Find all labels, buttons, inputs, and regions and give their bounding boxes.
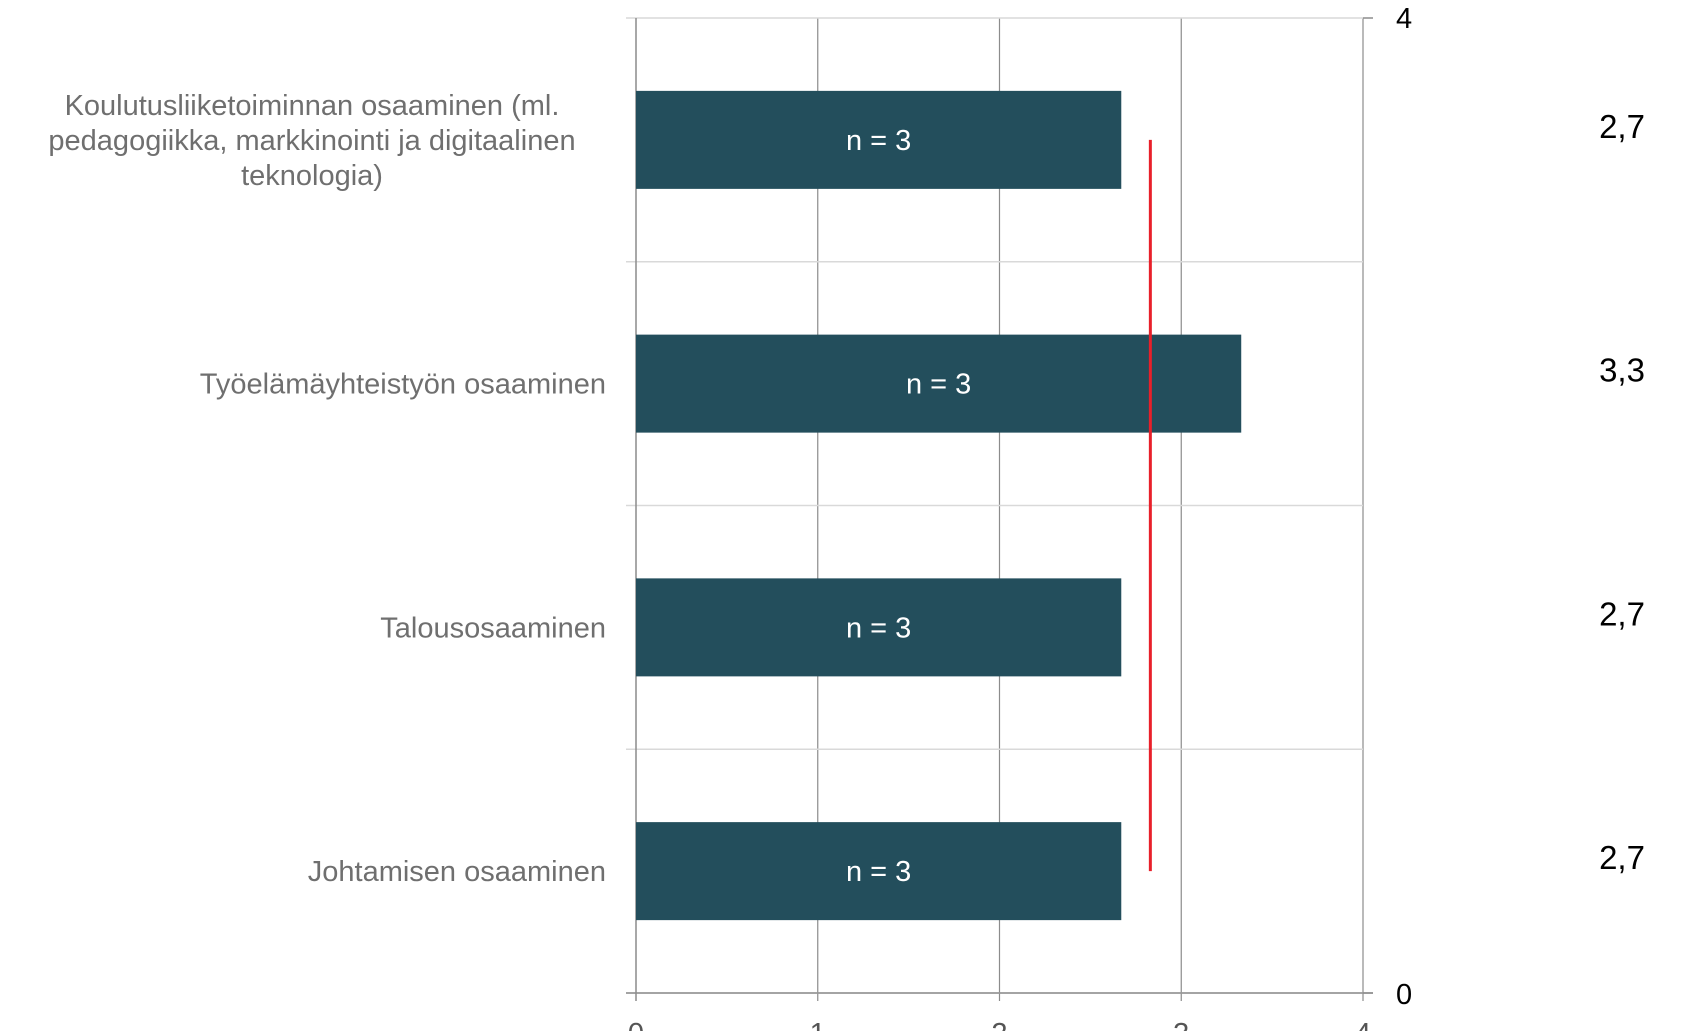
category-label: Johtamisen osaaminen bbox=[308, 856, 606, 888]
bar bbox=[636, 90, 1122, 189]
bar-label: n = 3 bbox=[846, 125, 911, 157]
x-tick-label: 2 bbox=[991, 1018, 1007, 1031]
right-axis-label: 0 bbox=[1396, 979, 1412, 1011]
bars bbox=[636, 90, 1242, 921]
category-label: teknologia) bbox=[241, 160, 383, 192]
labels: 0 1 2 3 4 4 0 n = 3 2,7 Koulutusliiketoiminnan os… bbox=[48, 3, 1645, 1031]
value-label: 2,7 bbox=[1599, 108, 1645, 145]
bar bbox=[636, 334, 1242, 433]
x-tick-label: 0 bbox=[628, 1018, 644, 1031]
category-label: pedagogiikka, markkinointi ja digitaalin… bbox=[48, 125, 575, 157]
value-label: 2,7 bbox=[1599, 595, 1645, 632]
bar bbox=[636, 822, 1122, 921]
bar bbox=[636, 578, 1122, 677]
x-tick-label: 4 bbox=[1355, 1018, 1371, 1031]
category-label: Koulutusliiketoiminnan osaaminen (ml. bbox=[65, 90, 560, 122]
right-axis-label: 4 bbox=[1396, 3, 1412, 35]
category-label: Talousosaaminen bbox=[380, 612, 606, 644]
bar-label: n = 3 bbox=[846, 612, 911, 644]
value-label: 2,7 bbox=[1599, 839, 1645, 876]
category-label: Työelämäyhteistyön osaaminen bbox=[200, 369, 606, 401]
bar-label: n = 3 bbox=[906, 369, 971, 401]
x-tick-label: 3 bbox=[1173, 1018, 1189, 1031]
value-label: 3,3 bbox=[1599, 352, 1645, 389]
bar-label: n = 3 bbox=[846, 856, 911, 888]
x-tick-label: 1 bbox=[810, 1018, 826, 1031]
